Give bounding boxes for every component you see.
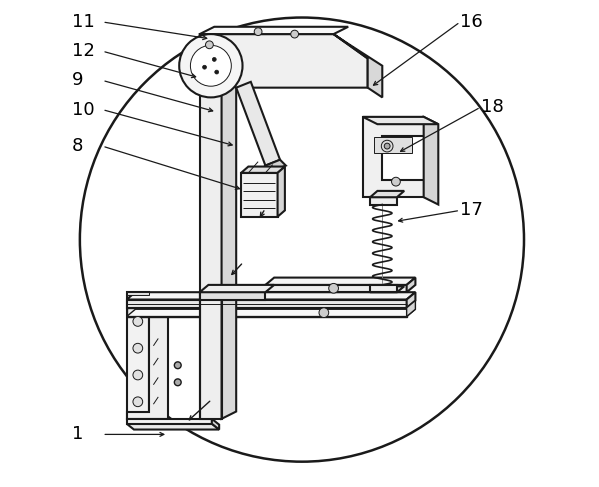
Polygon shape — [407, 292, 415, 308]
Text: 12: 12 — [72, 42, 95, 60]
Polygon shape — [265, 160, 286, 171]
Polygon shape — [407, 300, 415, 317]
Circle shape — [179, 34, 243, 97]
Polygon shape — [212, 419, 219, 430]
Circle shape — [212, 57, 216, 61]
Polygon shape — [199, 27, 348, 34]
Polygon shape — [236, 82, 280, 166]
Polygon shape — [199, 68, 222, 419]
Text: 11: 11 — [72, 13, 95, 31]
Text: 1: 1 — [72, 426, 83, 443]
Circle shape — [174, 379, 181, 386]
Circle shape — [392, 177, 400, 186]
Circle shape — [190, 45, 231, 86]
Text: 8: 8 — [72, 137, 83, 155]
Polygon shape — [241, 167, 285, 173]
Polygon shape — [126, 308, 407, 317]
Circle shape — [133, 343, 143, 353]
Polygon shape — [407, 278, 415, 292]
Polygon shape — [277, 167, 285, 217]
Polygon shape — [265, 285, 407, 292]
Polygon shape — [126, 424, 219, 430]
Polygon shape — [370, 197, 397, 205]
Polygon shape — [126, 419, 212, 424]
Circle shape — [205, 41, 213, 49]
Polygon shape — [265, 278, 415, 285]
Circle shape — [291, 30, 298, 38]
Polygon shape — [370, 285, 397, 292]
Polygon shape — [334, 34, 382, 97]
Circle shape — [384, 143, 390, 149]
Polygon shape — [199, 285, 274, 292]
Polygon shape — [126, 300, 407, 308]
Polygon shape — [363, 117, 423, 197]
Polygon shape — [222, 61, 236, 419]
Polygon shape — [126, 292, 149, 419]
Circle shape — [174, 362, 181, 369]
Text: 10: 10 — [72, 101, 95, 118]
Text: 9: 9 — [72, 72, 84, 89]
Polygon shape — [370, 191, 404, 197]
Polygon shape — [241, 173, 277, 217]
Polygon shape — [126, 295, 168, 419]
Polygon shape — [126, 292, 149, 295]
Text: 17: 17 — [460, 202, 483, 219]
Polygon shape — [363, 117, 438, 124]
Circle shape — [202, 65, 207, 69]
Circle shape — [329, 283, 338, 293]
Polygon shape — [199, 34, 368, 88]
Circle shape — [133, 370, 143, 380]
Circle shape — [319, 308, 329, 318]
Polygon shape — [199, 292, 265, 300]
Circle shape — [133, 397, 143, 407]
Circle shape — [215, 70, 219, 74]
Circle shape — [382, 140, 393, 152]
Text: 18: 18 — [480, 98, 503, 116]
Polygon shape — [126, 309, 415, 317]
Polygon shape — [370, 286, 404, 292]
Text: 16: 16 — [460, 13, 483, 31]
Polygon shape — [423, 117, 438, 205]
Polygon shape — [126, 292, 415, 300]
Circle shape — [80, 18, 524, 462]
Circle shape — [254, 28, 262, 36]
Circle shape — [133, 317, 143, 326]
Polygon shape — [374, 137, 412, 153]
